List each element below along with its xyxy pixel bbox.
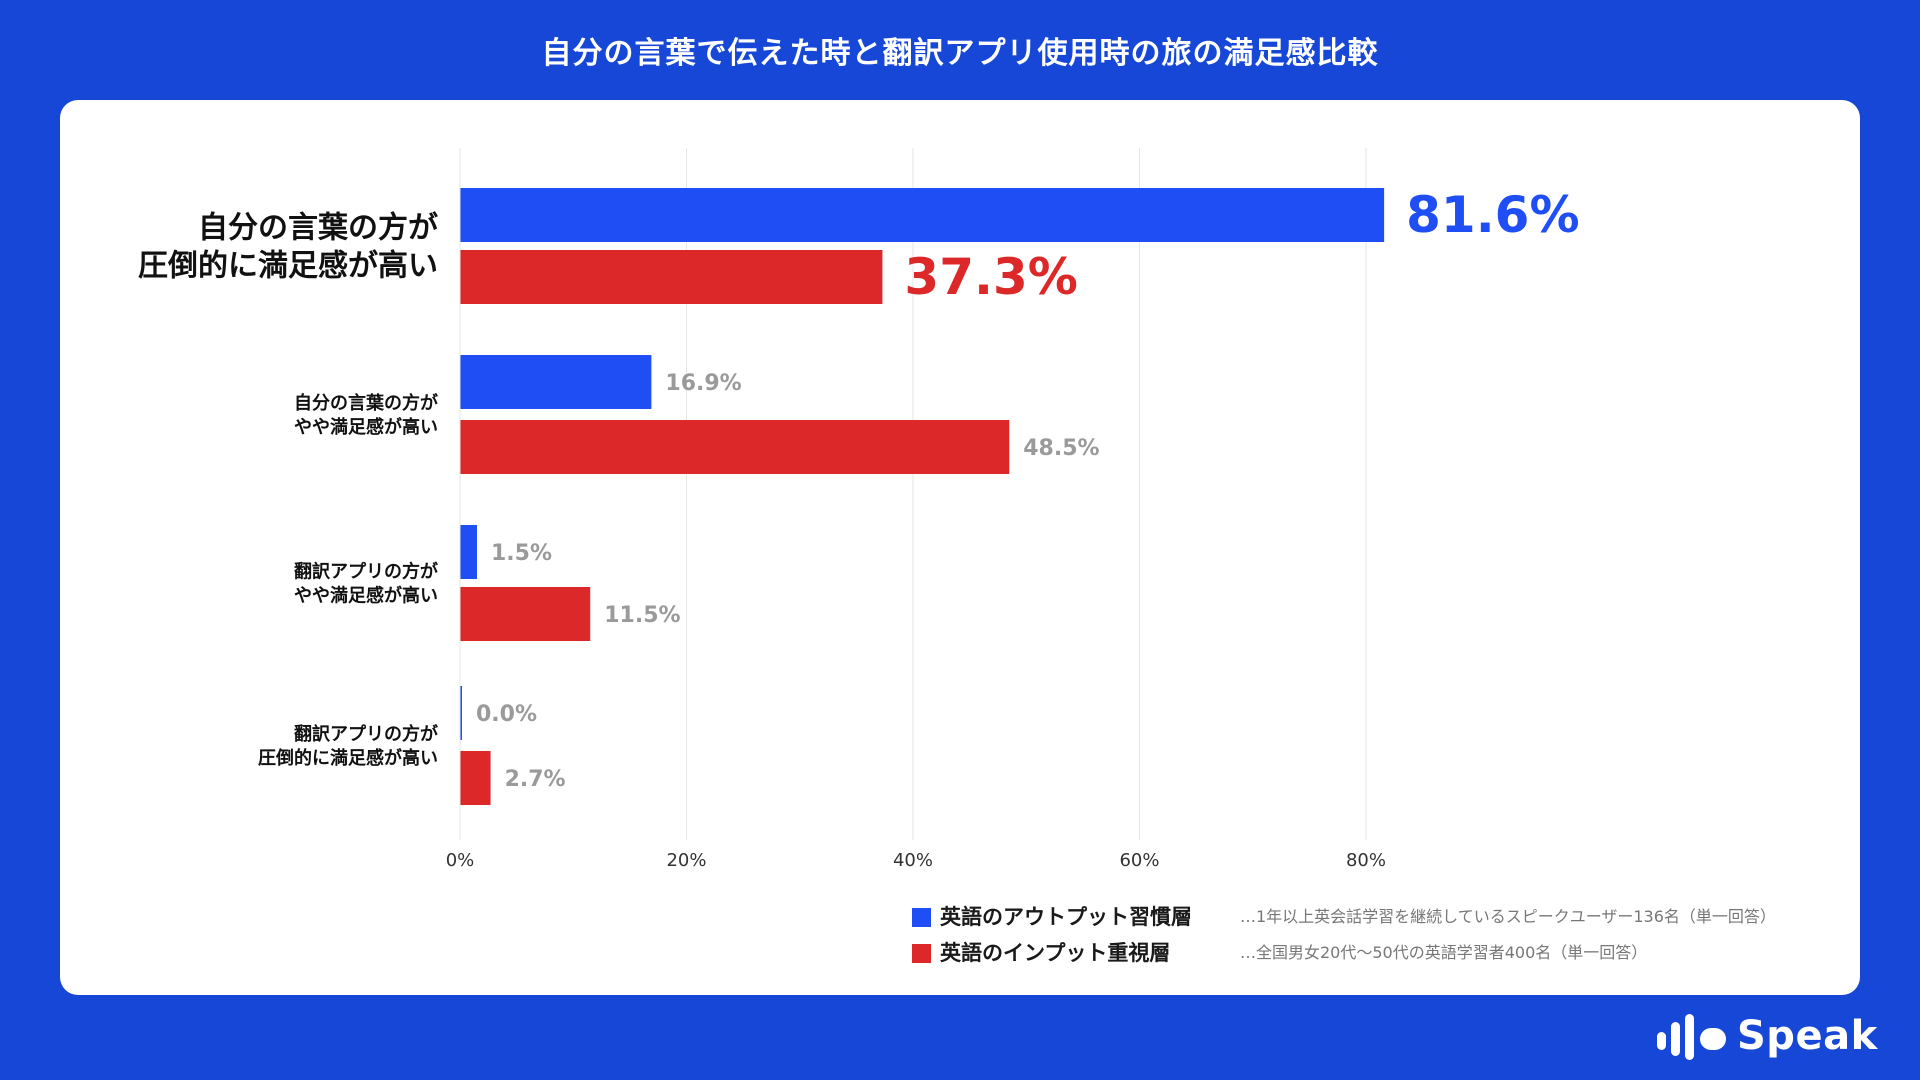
legend-note-input: …全国男女20代〜50代の英語学習者400名（単一回答）	[1240, 943, 1648, 962]
legend-note-output: …1年以上英会話学習を継続しているスピークユーザー136名（単一回答）	[1240, 907, 1776, 926]
bar-input	[460, 751, 491, 805]
category-label: 翻訳アプリの方が	[294, 560, 438, 582]
category-label: 自分の言葉の方が	[294, 392, 438, 414]
value-label: 81.6%	[1406, 186, 1579, 244]
speak-logo: Speak	[1655, 1010, 1877, 1062]
value-label: 0.0%	[476, 702, 537, 727]
value-label: 37.3%	[904, 248, 1077, 306]
bar-output	[460, 525, 477, 579]
bar-input	[460, 250, 883, 304]
bar-output	[460, 355, 652, 409]
category-label: 翻訳アプリの方が	[294, 723, 438, 745]
category-label: やや満足感が高い	[294, 584, 438, 606]
legend-swatch-output	[912, 908, 931, 927]
bar-output	[460, 686, 462, 740]
legend-swatch-input	[912, 944, 931, 963]
legend-label-output: 英語のアウトプット習慣層	[940, 905, 1192, 929]
x-tick-label: 20%	[666, 850, 706, 871]
bar-chart: 0% 20% 40% 60% 80%自分の言葉の方が圧倒的に満足感が高い81.6%37.…	[138, 148, 1580, 871]
category-label: 圧倒的に満足感が高い	[258, 747, 438, 769]
value-label: 48.5%	[1023, 436, 1099, 461]
speak-logo-text: Speak	[1737, 1013, 1878, 1059]
category-label: 圧倒的に満足感が高い	[138, 249, 438, 284]
value-label: 1.5%	[491, 541, 552, 566]
category-label: やや満足感が高い	[294, 416, 438, 438]
x-tick-label: 60%	[1119, 850, 1159, 871]
chart-card: 0% 20% 40% 60% 80% 自分の言葉の方が 圧倒的に満足感が高い 81.6% 37.…	[60, 100, 1860, 995]
legend-label-input: 英語のインプット重視層	[940, 941, 1171, 965]
bar-input	[460, 420, 1010, 474]
speak-logo-icon	[1655, 1014, 1733, 1060]
chart-title: 自分の言葉で伝えた時と翻訳アプリ使用時の旅の満足感比較	[541, 36, 1379, 71]
category-label: 自分の言葉の方が	[198, 211, 438, 246]
value-label: 2.7%	[505, 767, 566, 792]
x-tick-label: 40%	[893, 850, 933, 871]
bar-output	[460, 188, 1385, 242]
x-tick-label: 0%	[446, 850, 475, 871]
value-label: 16.9%	[665, 371, 741, 396]
x-tick-label: 80%	[1346, 850, 1386, 871]
value-label: 11.5%	[604, 603, 680, 628]
bar-input	[460, 587, 591, 641]
